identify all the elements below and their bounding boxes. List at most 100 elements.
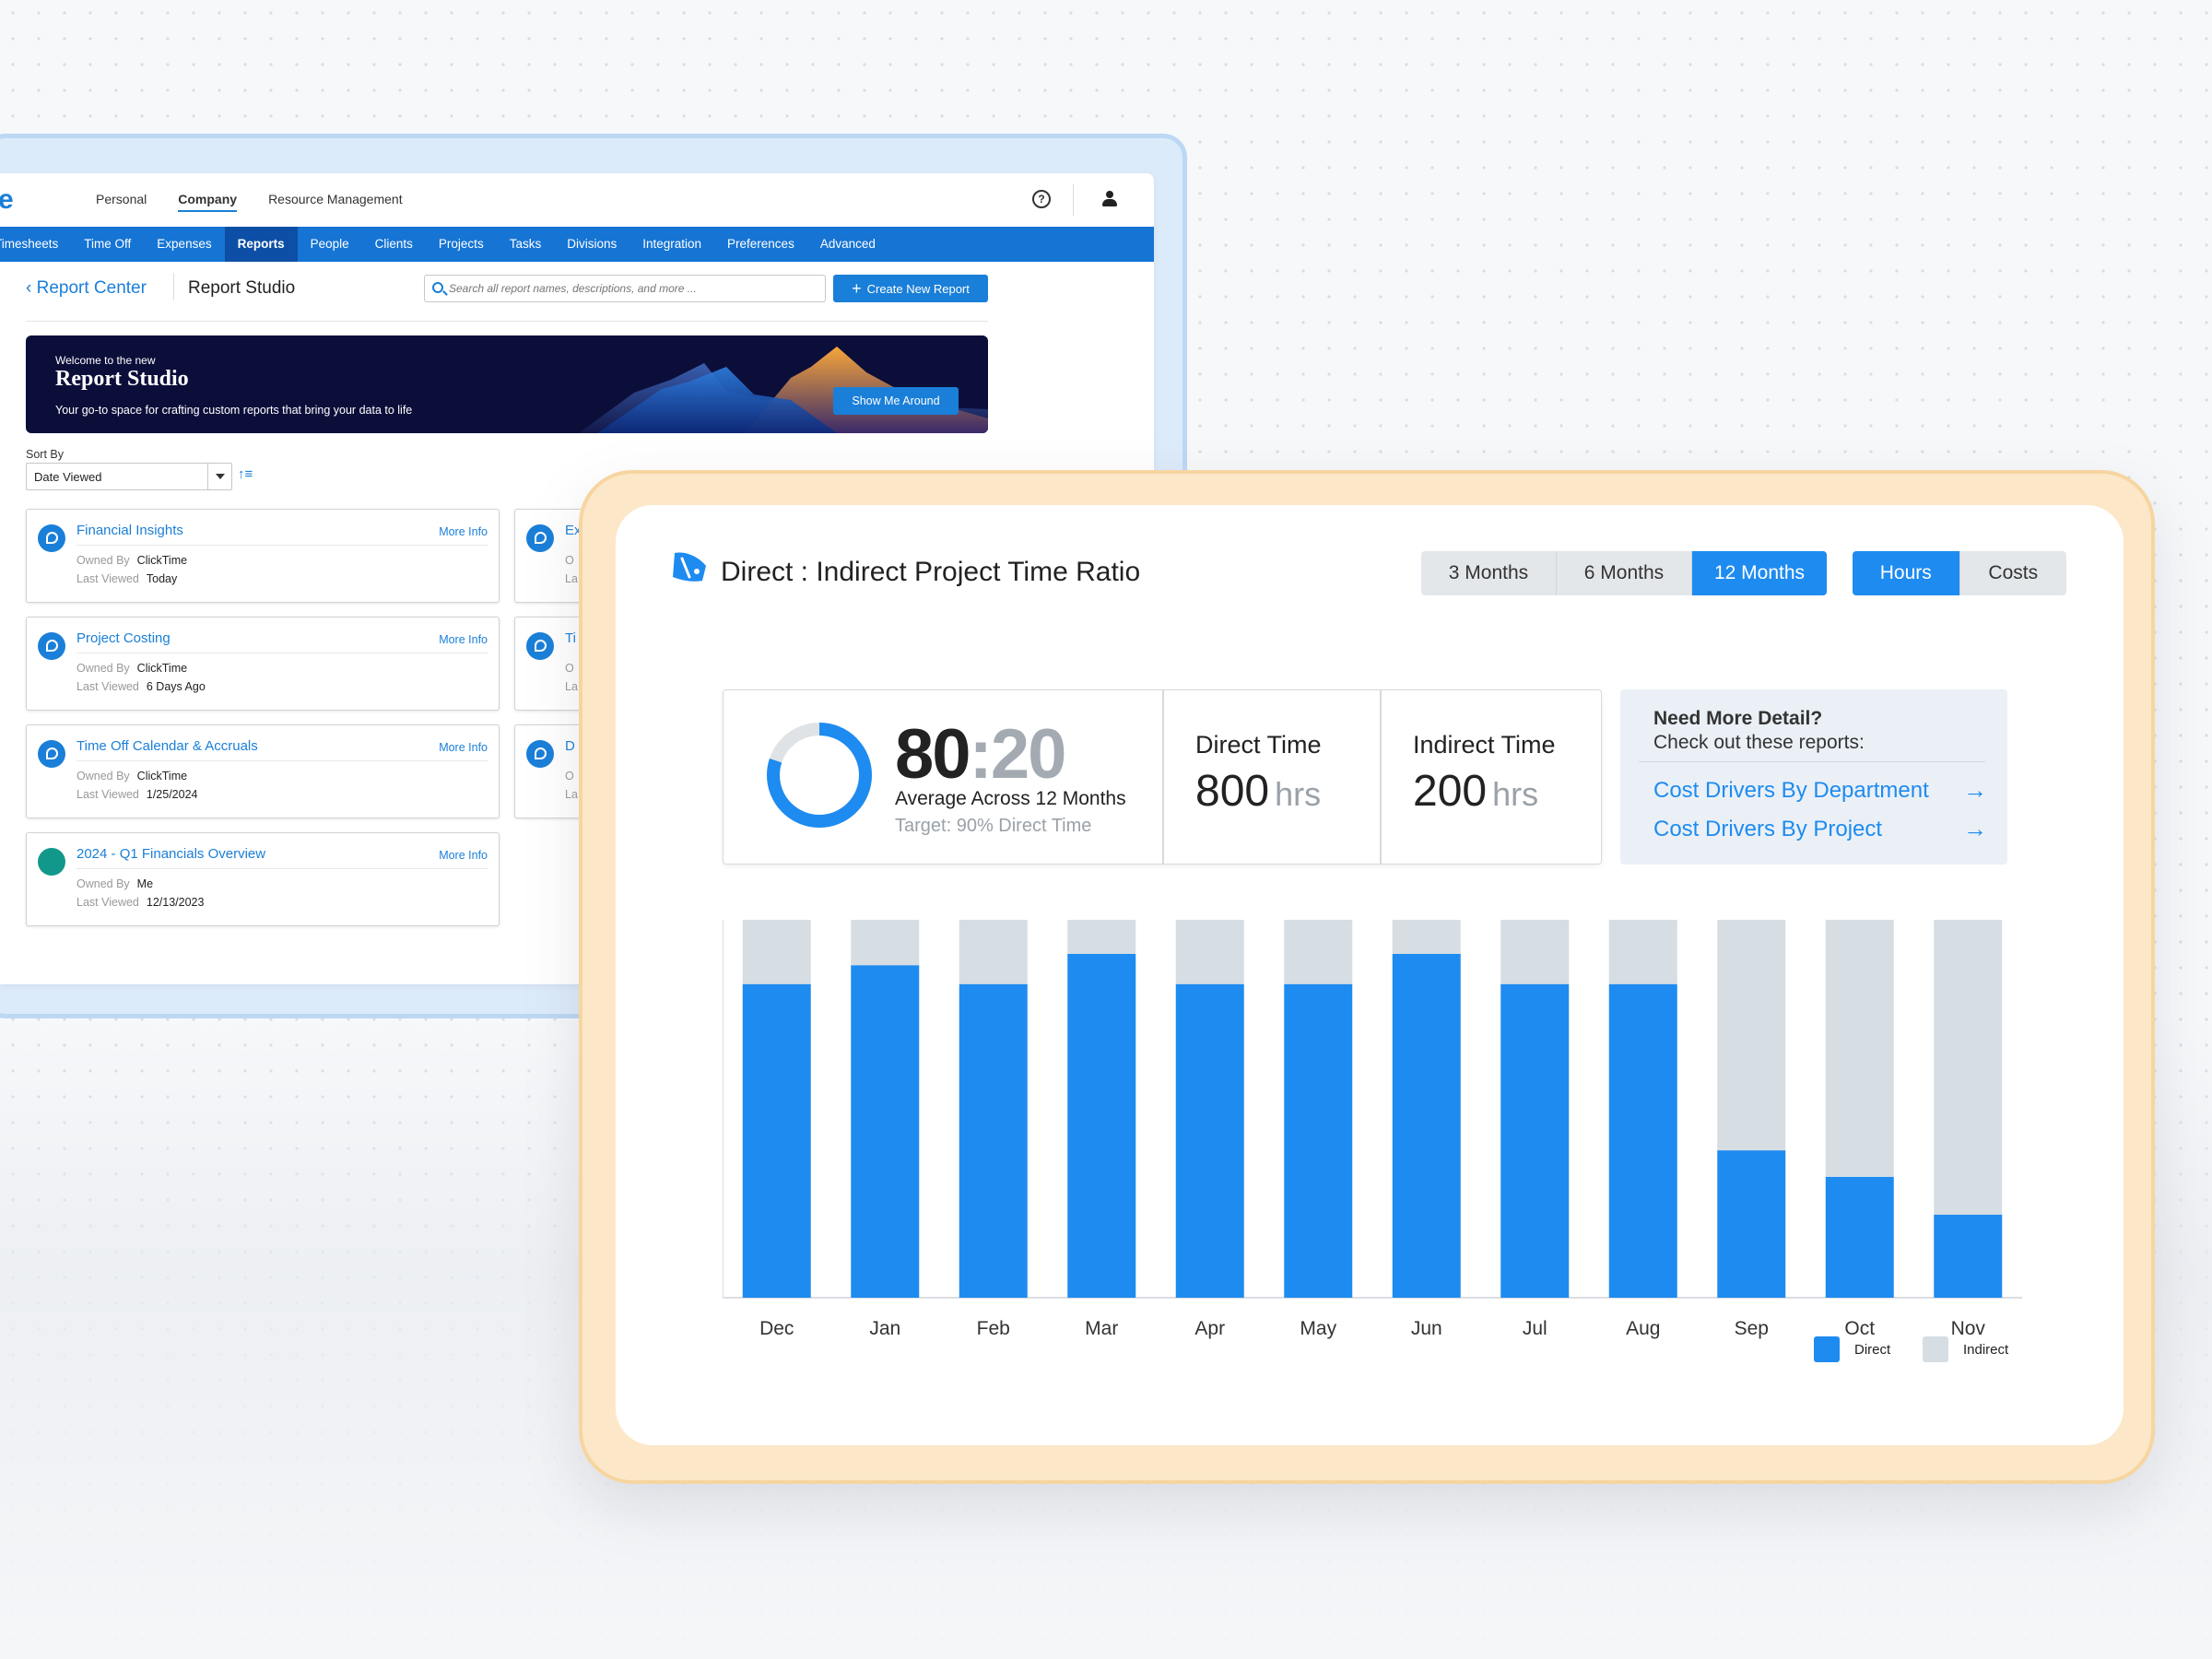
- show-me-around-button[interactable]: Show Me Around: [833, 387, 959, 415]
- search-box: [424, 275, 826, 302]
- tab-advanced[interactable]: Advanced: [819, 237, 876, 251]
- tab-divisions[interactable]: Divisions: [567, 237, 618, 251]
- last-viewed-label: Last Viewed: [76, 680, 139, 693]
- sort-order-icon[interactable]: ↑≡: [238, 466, 253, 482]
- bar-direct-jan[interactable]: [851, 965, 920, 1298]
- range-3-months-button[interactable]: 3 Months: [1421, 551, 1557, 595]
- kpi-divider: [1162, 690, 1164, 864]
- top-nav-item-resource-management[interactable]: Resource Management: [268, 192, 403, 206]
- top-nav-item-company[interactable]: Company: [178, 192, 238, 212]
- unit-costs-button[interactable]: Costs: [1960, 551, 2067, 595]
- breadcrumb-separator: [173, 273, 174, 300]
- direct-time-unit: hrs: [1275, 775, 1322, 813]
- owner-value: ClickTime: [136, 770, 188, 782]
- bar-indirect-feb[interactable]: [959, 920, 1028, 984]
- sort-by-value: Date Viewed: [34, 470, 102, 484]
- arrow-right-icon[interactable]: →: [1963, 815, 1987, 842]
- bar-direct-nov[interactable]: [1934, 1214, 2003, 1298]
- report-card-last-viewed: Last Viewed Today: [76, 572, 177, 585]
- bar-indirect-jan[interactable]: [851, 920, 920, 966]
- range-6-months-button[interactable]: 6 Months: [1557, 551, 1692, 595]
- cost-drivers-department-link[interactable]: Cost Drivers By Department: [1653, 778, 1929, 803]
- bar-direct-apr[interactable]: [1175, 983, 1244, 1298]
- bar-direct-may[interactable]: [1284, 983, 1353, 1298]
- search-input[interactable]: [449, 276, 818, 301]
- bar-direct-dec[interactable]: [742, 983, 811, 1298]
- report-card-owner: O: [565, 770, 574, 782]
- report-card-title[interactable]: Ti: [565, 630, 576, 646]
- bar-indirect-aug[interactable]: [1608, 920, 1677, 984]
- tab-tasks[interactable]: Tasks: [509, 237, 542, 251]
- bar-direct-aug[interactable]: [1608, 983, 1677, 1298]
- ratio-indirect: 20: [990, 715, 1067, 794]
- arrow-right-icon[interactable]: →: [1963, 776, 1987, 804]
- x-tick-label: Dec: [759, 1318, 794, 1339]
- report-card[interactable]: 2024 - Q1 Financials Overview More Info Ow…: [26, 832, 500, 926]
- banner-title: Report Studio: [55, 367, 189, 391]
- bar-indirect-jul[interactable]: [1500, 920, 1570, 984]
- bar-indirect-sep[interactable]: [1717, 920, 1786, 1151]
- report-card-icon: [38, 632, 65, 660]
- more-info-link[interactable]: More Info: [439, 633, 488, 646]
- report-card-title[interactable]: Ex: [565, 523, 582, 538]
- bar-indirect-oct[interactable]: [1825, 920, 1894, 1177]
- report-card-title[interactable]: 2024 - Q1 Financials Overview: [76, 846, 266, 862]
- report-card-title[interactable]: Financial Insights: [76, 523, 183, 538]
- bar-direct-oct[interactable]: [1825, 1176, 1894, 1298]
- tab-timesheets[interactable]: Timesheets: [0, 237, 59, 251]
- report-card-owner: O: [565, 554, 574, 567]
- bar-indirect-jun[interactable]: [1392, 920, 1461, 954]
- more-info-link[interactable]: More Info: [439, 849, 488, 862]
- bar-indirect-nov[interactable]: [1934, 920, 2003, 1215]
- chevron-down-icon[interactable]: [207, 464, 231, 489]
- direct-time-number: 800: [1195, 767, 1270, 816]
- last-viewed-value: 6 Days Ago: [146, 680, 206, 693]
- range-12-months-button[interactable]: 12 Months: [1692, 551, 1827, 595]
- bar-direct-jul[interactable]: [1500, 983, 1570, 1298]
- direct-time-value: 800 hrs: [1195, 766, 1321, 817]
- indirect-time-number: 200: [1413, 767, 1488, 816]
- sort-by-select[interactable]: Date Viewed: [26, 463, 232, 490]
- report-card-title[interactable]: Time Off Calendar & Accruals: [76, 738, 258, 754]
- tab-projects[interactable]: Projects: [438, 237, 484, 251]
- help-icon[interactable]: ?: [1032, 190, 1051, 208]
- create-new-report-button[interactable]: + Create New Report: [833, 275, 988, 302]
- bar-direct-sep[interactable]: [1717, 1150, 1786, 1298]
- tab-reports[interactable]: Reports: [224, 227, 298, 262]
- legend-indirect: Indirect: [1923, 1336, 2008, 1362]
- bar-direct-mar[interactable]: [1067, 953, 1136, 1298]
- report-card-title[interactable]: Project Costing: [76, 630, 171, 646]
- unit-toggle: Hours Costs: [1853, 551, 2066, 595]
- bar-direct-feb[interactable]: [959, 983, 1028, 1298]
- sort-by-label: Sort By: [26, 448, 64, 461]
- more-info-link[interactable]: More Info: [439, 741, 488, 754]
- report-icon: [673, 552, 706, 582]
- breadcrumb-back-link[interactable]: ‹ Report Center: [26, 278, 147, 298]
- tab-expenses[interactable]: Expenses: [157, 237, 212, 251]
- x-tick-label: Sep: [1735, 1318, 1769, 1339]
- tab-people[interactable]: People: [310, 237, 349, 251]
- report-card-last-viewed: La: [565, 788, 578, 801]
- user-icon[interactable]: [1099, 188, 1121, 210]
- tab-preferences[interactable]: Preferences: [727, 237, 794, 251]
- bar-indirect-mar[interactable]: [1067, 920, 1136, 954]
- unit-hours-button[interactable]: Hours: [1853, 551, 1960, 595]
- bar-indirect-dec[interactable]: [742, 920, 811, 984]
- report-card[interactable]: Project Costing More Info Owned By ClickTim…: [26, 617, 500, 711]
- tab-integration[interactable]: Integration: [642, 237, 702, 251]
- more-info-link[interactable]: More Info: [439, 525, 488, 538]
- report-card[interactable]: Financial Insights More Info Owned By Click…: [26, 509, 500, 603]
- search-icon: [432, 282, 443, 293]
- top-nav-item-personal[interactable]: Personal: [96, 192, 147, 206]
- cost-drivers-project-link[interactable]: Cost Drivers By Project: [1653, 817, 1883, 841]
- tab-clients[interactable]: Clients: [374, 237, 413, 251]
- tab-time-off[interactable]: Time Off: [84, 237, 132, 251]
- brand-logo[interactable]: e: [0, 184, 14, 215]
- report-card[interactable]: Time Off Calendar & Accruals More Info Own…: [26, 724, 500, 818]
- report-card-title[interactable]: D: [565, 738, 575, 754]
- report-card-last-viewed: La: [565, 572, 578, 585]
- bar-indirect-may[interactable]: [1284, 920, 1353, 984]
- bar-indirect-apr[interactable]: [1175, 920, 1244, 984]
- more-detail-box: Need More Detail? Check out these report…: [1620, 689, 2007, 865]
- bar-direct-jun[interactable]: [1392, 953, 1461, 1298]
